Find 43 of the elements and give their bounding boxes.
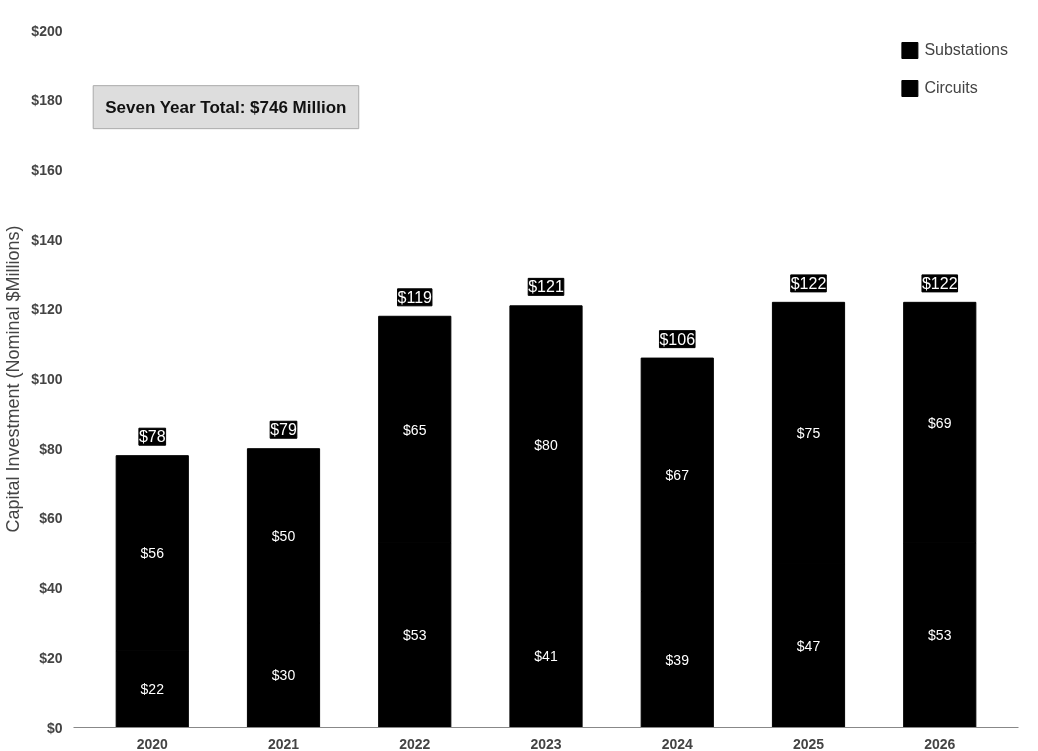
x-tick-label: 2021: [267, 735, 300, 751]
y-tick-label: $60: [39, 510, 63, 527]
x-tick-label: 2020: [136, 735, 169, 751]
y-tick-label: $140: [31, 231, 63, 248]
x-tick-label: 2026: [924, 735, 956, 751]
total-label: $121: [528, 278, 564, 296]
total-label: $106: [659, 330, 696, 348]
data-label: $22: [140, 681, 165, 698]
y-tick-label: $40: [39, 580, 63, 597]
y-tick-label: $200: [31, 22, 63, 39]
y-tick-label: $180: [31, 92, 63, 109]
y-tick-label: $120: [31, 301, 63, 318]
y-tick-label: $160: [31, 161, 63, 178]
data-label: $39: [665, 651, 690, 668]
y-axis-title: Capital Investment (Nominal $Millions): [3, 225, 24, 533]
data-label: $41: [534, 648, 558, 665]
total-label: $122: [790, 274, 827, 292]
y-tick-label: $20: [39, 649, 63, 666]
x-tick-label: 2025: [792, 735, 825, 751]
data-label: $47: [796, 637, 821, 654]
y-tick-label: $80: [39, 440, 63, 457]
x-tick-label: 2024: [661, 735, 694, 751]
y-tick-label: $0: [46, 719, 63, 736]
data-label: $67: [665, 466, 690, 483]
x-tick-label: 2023: [530, 735, 562, 751]
data-label: $56: [140, 545, 165, 562]
data-label: $53: [928, 627, 952, 644]
data-label: $80: [534, 437, 558, 454]
x-tick-label: 2022: [399, 735, 431, 751]
y-tick-label: $100: [31, 371, 63, 387]
data-label: $65: [403, 421, 427, 438]
data-label: $75: [796, 425, 821, 442]
data-label: $50: [271, 527, 296, 544]
annotation: Seven Year Total: $746 Million: [105, 97, 347, 117]
data-label: $69: [928, 414, 952, 431]
total-label: $122: [921, 274, 958, 292]
data-label: $30: [271, 667, 296, 684]
total-label: $79: [270, 421, 297, 439]
legend-label: Circuits: [924, 79, 978, 97]
total-label: $119: [397, 288, 433, 306]
data-label: $53: [403, 627, 427, 644]
legend-label: Substations: [924, 41, 1008, 59]
total-label: $78: [138, 428, 166, 446]
